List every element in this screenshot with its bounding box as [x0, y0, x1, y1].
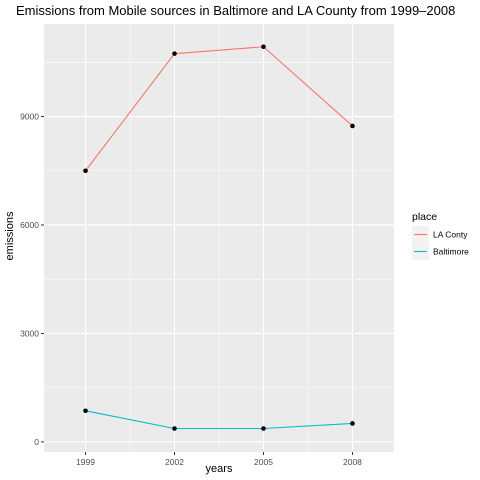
- data-point-baltimore: [172, 426, 177, 431]
- y-tick-label: 3000: [20, 328, 39, 338]
- grid-minor: [44, 24, 394, 452]
- series-lines: [85, 46, 353, 430]
- grid-major: [44, 24, 394, 452]
- x-axis-ticks: 1999 2002 2005 2008: [76, 452, 362, 467]
- data-point-baltimore: [350, 421, 355, 426]
- data-point-la-conty: [83, 168, 88, 174]
- y-axis-title: emissions: [4, 211, 16, 260]
- y-tick-label: 6000: [20, 220, 39, 230]
- legend-title: place: [412, 211, 437, 223]
- chart-title: Emissions from Mobile sources in Baltimo…: [16, 3, 455, 18]
- legend-label-baltimore: Baltimore: [433, 247, 469, 257]
- series-points: [83, 44, 355, 431]
- data-point-baltimore: [83, 408, 88, 414]
- x-tick-label: 2005: [254, 457, 273, 467]
- y-axis-ticks: 0 3000 6000 9000: [20, 112, 44, 447]
- y-tick-label: 9000: [20, 112, 39, 122]
- series-line-la-conty: [85, 46, 353, 172]
- x-tick-label: 1999: [76, 457, 95, 467]
- series-line-baltimore: [85, 410, 353, 430]
- data-point-la-conty: [350, 123, 355, 129]
- x-axis-title: years: [206, 463, 233, 475]
- x-tick-label: 2008: [343, 457, 362, 467]
- data-point-baltimore: [261, 426, 266, 431]
- y-tick-label: 0: [34, 437, 39, 447]
- legend: place LA Conty Baltimore: [412, 211, 469, 260]
- data-point-la-conty: [261, 44, 266, 50]
- legend-label-la-conty: LA Conty: [433, 230, 468, 240]
- x-tick-label: 2002: [165, 457, 184, 467]
- data-point-la-conty: [172, 51, 177, 56]
